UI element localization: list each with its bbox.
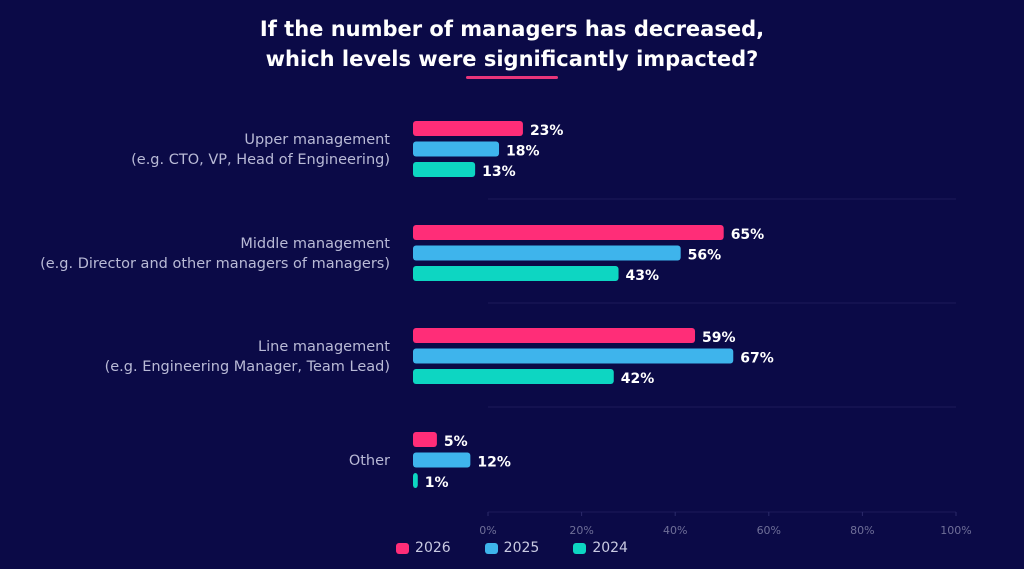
value-label-2025-4: 12% (477, 455, 511, 471)
chart-legend: 2026 2025 2024 (0, 540, 1024, 556)
bar-2024-2 (413, 266, 619, 281)
legend-swatch-2025 (484, 542, 498, 554)
legend-label-2026: 2026 (415, 540, 451, 556)
x-tick-label-1: 0% (479, 524, 496, 537)
x-tick-label-6: 100% (940, 524, 971, 537)
value-label-2026-2: 65% (731, 227, 765, 243)
title-underline (466, 76, 558, 79)
value-label-2024-2: 43% (626, 268, 660, 284)
bar-2024-3 (413, 369, 614, 384)
chart-title-line-1: If the number of managers has decreased, (259, 17, 765, 41)
value-label-2024-1: 13% (482, 164, 516, 180)
x-tick-label-2: 20% (569, 524, 593, 537)
bar-2025-2 (413, 245, 681, 261)
chart-title: If the number of managers has decreased,… (0, 14, 1024, 74)
value-label-2024-3: 42% (621, 371, 655, 387)
x-tick-label-3: 40% (663, 524, 687, 537)
value-label-2024-4: 1% (425, 475, 449, 491)
value-label-2025-2: 56% (688, 248, 722, 264)
category-label-3-line-1: Line management (258, 339, 390, 355)
legend-item-2025: 2025 (484, 540, 540, 556)
bar-2026-2 (413, 225, 724, 240)
x-tick-label-4: 60% (757, 524, 781, 537)
value-label-2026-3: 59% (702, 330, 736, 346)
legend-item-2024: 2024 (573, 540, 628, 556)
legend-label-2024: 2024 (592, 540, 628, 556)
category-label-1-line-1: Upper management (244, 132, 390, 148)
bar-2026-4 (413, 432, 437, 447)
bar-2025-3 (413, 348, 734, 364)
bar-2025-1 (413, 141, 500, 157)
value-label-2025-3: 67% (740, 351, 774, 367)
legend-swatch-2024 (573, 542, 587, 554)
bar-2024-4 (413, 473, 418, 488)
chart-title-line-2: which levels were significantly impacted… (265, 47, 759, 71)
legend-swatch-2026 (396, 542, 410, 554)
category-label-2-line-1: Middle management (240, 236, 390, 252)
x-tick-label-5: 80% (850, 524, 874, 537)
value-label-2025-1: 18% (506, 144, 540, 160)
value-label-2026-1: 23% (530, 123, 564, 139)
value-label-2026-4: 5% (444, 434, 468, 450)
category-label-4-line-1: Other (349, 453, 390, 469)
category-label-2-line-2: (e.g. Director and other managers of man… (40, 256, 390, 272)
bar-2025-4 (413, 452, 471, 468)
bar-2026-3 (413, 328, 696, 343)
bar-2024-1 (413, 162, 476, 177)
legend-label-2025: 2025 (503, 540, 540, 556)
legend-item-2026: 2026 (396, 540, 451, 556)
category-label-1-line-2: (e.g. CTO, VP, Head of Engineering) (131, 152, 390, 168)
category-label-3-line-2: (e.g. Engineering Manager, Team Lead) (105, 359, 390, 375)
bar-2026-1 (413, 121, 523, 136)
